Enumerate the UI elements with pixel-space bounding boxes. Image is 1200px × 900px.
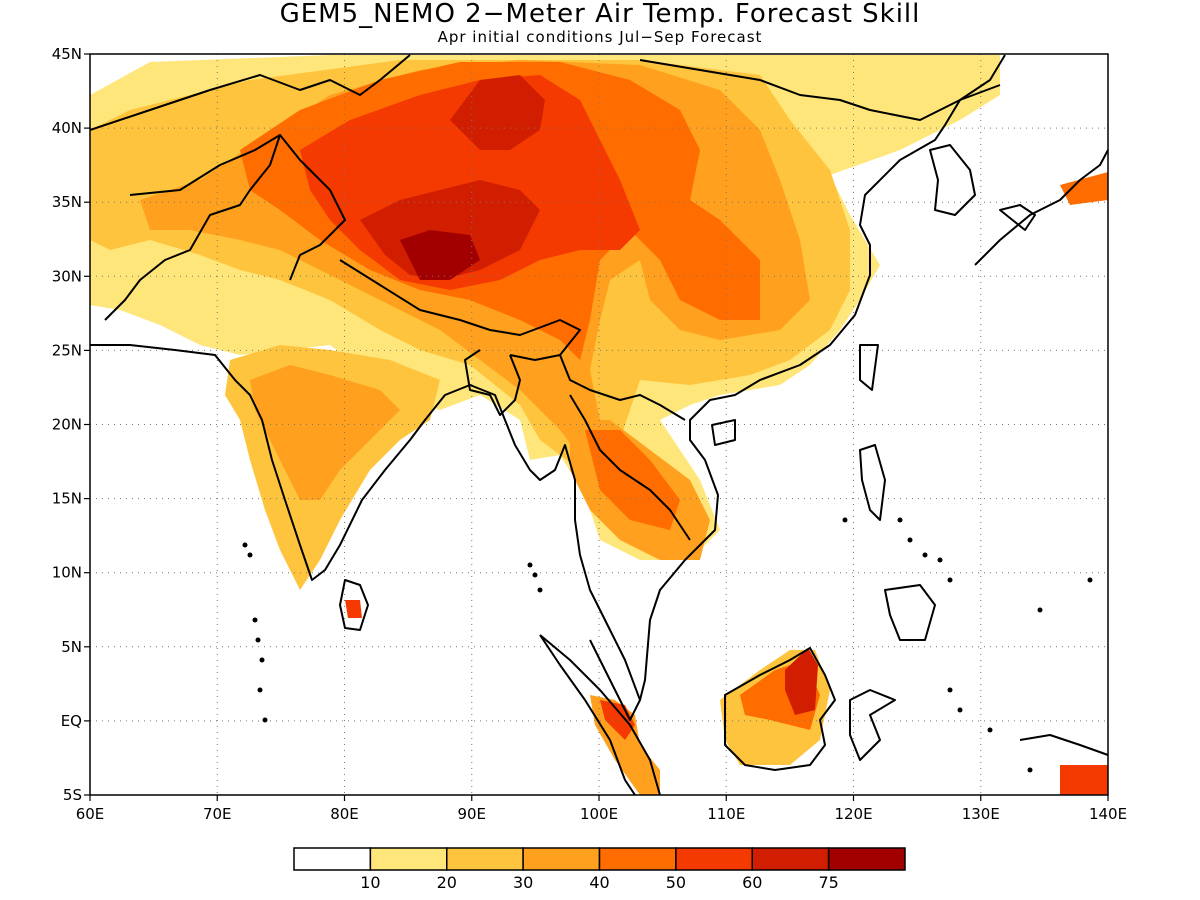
colorbar-swatch	[598, 847, 677, 871]
lat-tick-label: 5N	[61, 638, 82, 656]
lon-tick-label: 70E	[203, 805, 232, 823]
colorbar-label: 75	[818, 873, 838, 892]
coastline-segment	[639, 54, 1006, 701]
colorbar-swatch	[293, 847, 372, 871]
island-dot	[947, 577, 953, 583]
lon-tick-label: 90E	[457, 805, 486, 823]
colorbar-label: 50	[666, 873, 686, 892]
island-dot	[897, 517, 903, 523]
coastline-segment	[569, 394, 691, 541]
colorbar-label: 10	[360, 873, 380, 892]
island-dot	[259, 657, 265, 663]
skill-borneo-60	[785, 648, 818, 715]
lat-tick-label: 40N	[52, 119, 82, 137]
colorbar-swatch	[751, 847, 830, 871]
island-dot	[1087, 577, 1093, 583]
island-dot	[842, 517, 848, 523]
colorbar-label: 40	[589, 873, 609, 892]
colorbar-label: 20	[437, 873, 457, 892]
coastline-segment	[559, 354, 686, 421]
lon-tick-label: 100E	[580, 805, 618, 823]
coastline-segment	[724, 647, 836, 771]
lon-tick-label: 110E	[707, 805, 745, 823]
coastline-segment	[639, 59, 1001, 121]
skill-srilanka-50	[345, 600, 362, 618]
colorbar-swatch	[522, 847, 601, 871]
lat-tick-label: 30N	[52, 267, 82, 285]
axis-ticks: 60E 70E 80E 90E 100E 110E 120E 130E 140E 5S EQ 5N 10…	[52, 45, 1127, 823]
island-dot	[1037, 607, 1043, 613]
skill-png-50	[1060, 765, 1108, 795]
coastline-segment	[884, 584, 936, 641]
lat-tick-label: 45N	[52, 45, 82, 63]
island-dot	[262, 717, 268, 723]
coastline-segment	[539, 634, 636, 796]
coastlines	[89, 54, 1109, 796]
island-dot	[537, 587, 543, 593]
skill-india-30	[250, 365, 400, 500]
coastline-segment	[1019, 734, 1109, 756]
island-dot	[252, 617, 258, 623]
island-dot	[255, 637, 261, 643]
island-dot	[532, 572, 538, 578]
lon-tick-label: 120E	[834, 805, 872, 823]
colorbar-label: 60	[742, 873, 762, 892]
coastline-segment	[711, 419, 736, 446]
skill-region-60	[360, 180, 540, 280]
island-dot	[527, 562, 533, 568]
lat-tick-label: 25N	[52, 341, 82, 359]
island-dot	[937, 557, 943, 563]
colorbar-swatch	[446, 847, 524, 871]
coastline-segment	[859, 344, 879, 391]
lon-tick-label: 130E	[962, 805, 1000, 823]
skill-sumatra-50	[600, 700, 635, 740]
colorbar-swatch	[369, 847, 448, 871]
coastline-segment	[104, 134, 281, 321]
colorbar: 10 20 30 40 50 60 75	[293, 847, 906, 892]
coastline-segment	[539, 634, 661, 796]
lat-tick-label: 20N	[52, 416, 82, 434]
lon-tick-label: 140E	[1089, 805, 1127, 823]
coastline-segment	[279, 134, 346, 281]
skill-japan-40	[1060, 172, 1108, 205]
lat-tick-label: 35N	[52, 193, 82, 211]
island-dot	[1027, 767, 1033, 773]
coastline-segment	[339, 579, 369, 631]
coastline-segment	[999, 204, 1036, 231]
lon-tick-label: 60E	[76, 805, 105, 823]
lat-tick-label: EQ	[61, 712, 82, 730]
colorbar-label: 30	[513, 873, 533, 892]
lat-tick-label: 10N	[52, 564, 82, 582]
island-dot	[242, 542, 248, 548]
chart-subtitle: Apr initial conditions Jul−Sep Forecast	[437, 28, 763, 46]
island-dot	[957, 707, 963, 713]
coastline-segment	[89, 54, 411, 131]
island-dot	[257, 687, 263, 693]
coastline-segment	[929, 144, 976, 216]
island-dot	[987, 727, 993, 733]
skill-region-75	[400, 230, 480, 280]
coastline-segment	[339, 259, 581, 361]
lat-tick-label: 5S	[63, 786, 82, 804]
coastline-segment	[849, 689, 896, 761]
island-dot	[247, 552, 253, 558]
coastline-segment	[974, 149, 1109, 266]
island-dot	[907, 537, 913, 543]
skill-indochina-40	[585, 430, 680, 530]
skill-contour-fill	[90, 55, 1108, 795]
coastline-segment	[464, 349, 521, 416]
chart-title: GEM5_NEMO 2−Meter Air Temp. Forecast Ski…	[279, 0, 921, 29]
skill-region-60b	[450, 75, 545, 150]
lon-tick-label: 80E	[330, 805, 359, 823]
island-dot	[947, 687, 953, 693]
colorbar-swatch	[827, 847, 906, 871]
lat-tick-label: 15N	[52, 490, 82, 508]
coastline-segment	[859, 444, 886, 521]
island-dot	[922, 552, 928, 558]
colorbar-swatch	[675, 847, 753, 871]
